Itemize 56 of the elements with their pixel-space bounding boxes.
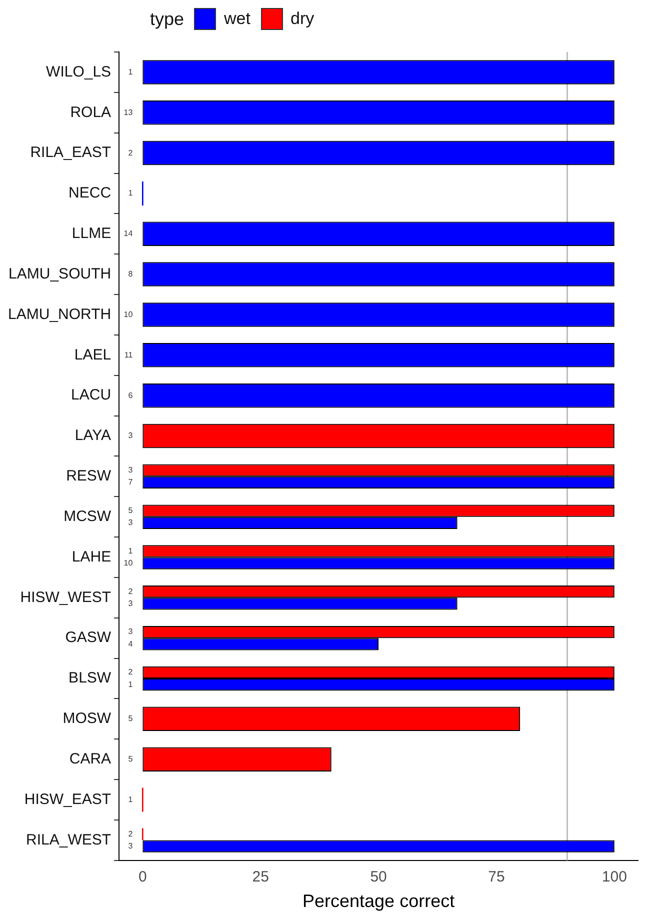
y-tick-label: LACU — [71, 386, 112, 404]
annotation: 2 — [128, 586, 134, 596]
annotation: 3 — [128, 627, 134, 636]
y-tick-label: ROLA — [70, 104, 112, 121]
x-tick-label: 100 — [602, 868, 627, 886]
annotation: 10 — [124, 558, 134, 568]
annotation: 14 — [124, 229, 134, 238]
annotation: 4 — [128, 639, 134, 648]
x-tick-label: 50 — [370, 868, 387, 886]
annotation: 5 — [128, 754, 134, 764]
y-tick-label: RESW — [66, 468, 112, 485]
y-tick-label: GASW — [65, 629, 112, 646]
y-tick-label: LAMU_SOUTH — [8, 265, 112, 282]
y-tick-label: MOSW — [62, 710, 112, 728]
annotation: 1 — [128, 794, 134, 804]
annotation: 3 — [128, 466, 134, 475]
y-tick-label: LAYA — [74, 427, 112, 444]
annotation: 5 — [128, 506, 134, 515]
x-tick-label: 0 — [138, 868, 147, 886]
legend-title: type — [150, 8, 184, 30]
annotation: 8 — [128, 270, 134, 279]
y-tick-label: HISW_EAST — [24, 790, 112, 808]
annotation: 1 — [128, 67, 134, 76]
y-tick-label: LAMU_NORTH — [8, 306, 112, 323]
y-tick-label: CARA — [69, 750, 112, 768]
legend-label: wet — [224, 9, 250, 29]
annotation: 3 — [128, 518, 134, 528]
annotation: 10 — [124, 310, 134, 319]
y-tick-label: RILA_WEST — [26, 831, 112, 848]
annotation: 7 — [128, 478, 134, 487]
y-tick-label: BLSW — [68, 670, 112, 687]
y-tick-label: NECC — [68, 184, 112, 202]
x-tick-label: 75 — [488, 868, 505, 886]
annotation: 6 — [128, 390, 134, 400]
annotation: 11 — [124, 350, 134, 360]
y-tick-label: HISW_WEST — [20, 588, 112, 606]
x-axis-title: Percentage correct — [302, 891, 455, 912]
y-tick-label: LAEL — [74, 346, 112, 364]
annotation: 13 — [124, 108, 134, 117]
y-tick-label: RILA_EAST — [30, 144, 112, 162]
annotation: 5 — [128, 714, 134, 724]
annotation: 3 — [128, 431, 134, 440]
annotation: 3 — [128, 841, 134, 850]
annotation: 2 — [128, 148, 134, 158]
annotation: 2 — [128, 668, 134, 677]
legend-label: dry — [290, 9, 314, 29]
y-tick-label: MCSW — [64, 508, 112, 525]
annotation: 1 — [128, 546, 134, 556]
annotation: 2 — [128, 829, 134, 838]
y-tick-label: WILO_LS — [46, 63, 112, 80]
annotation: 3 — [128, 598, 134, 608]
x-tick-label: 25 — [252, 868, 269, 886]
y-tick-label: LLME — [72, 225, 112, 242]
annotation: 1 — [128, 188, 134, 198]
y-tick-label: LAHE — [72, 548, 112, 566]
annotation: 1 — [128, 680, 134, 689]
